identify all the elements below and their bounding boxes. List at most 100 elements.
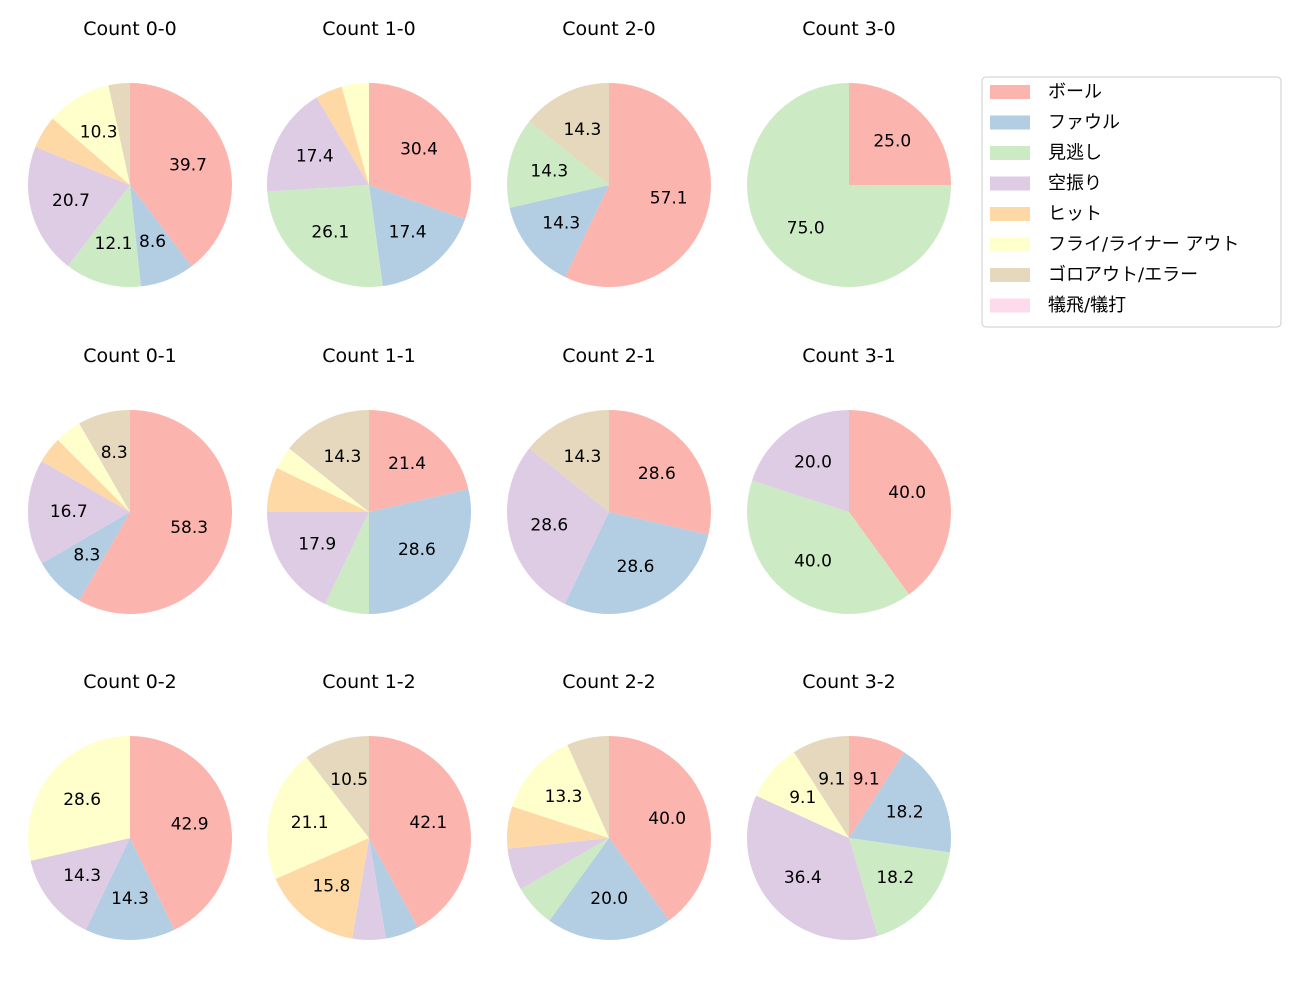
pie-slice (529, 83, 609, 185)
pie-slice (609, 410, 711, 535)
legend-swatch (990, 176, 1030, 191)
pie-slice (849, 838, 950, 936)
pie-slice (849, 83, 951, 185)
slice-label: 40.0 (888, 483, 926, 503)
slice-label: 9.1 (789, 788, 816, 808)
pie-title: Count 1-2 (322, 671, 416, 693)
pie-count-0-0: Count 0-0 39.7 8.6 12.1 20.7 10.3 (27, 18, 233, 287)
pie-slice (529, 410, 609, 512)
pie-title: Count 1-0 (322, 18, 416, 40)
slice-label: 26.1 (311, 222, 349, 242)
slice-label: 14.3 (323, 447, 361, 467)
pie-slice (549, 838, 670, 940)
pie-slice (369, 489, 471, 614)
legend-label: ゴロアウト/エラー (1048, 265, 1198, 286)
slice-label: 14.3 (63, 866, 101, 886)
pie-title: Count 0-1 (83, 345, 177, 367)
pie-slice (747, 83, 951, 287)
legend-frame (981, 76, 1282, 328)
slice-label: 28.6 (63, 790, 101, 810)
legend-swatch (990, 237, 1030, 252)
slice-label: 40.0 (794, 552, 832, 572)
legend-swatch (990, 207, 1030, 221)
pie-count-1-2: Count 1-2 42.1 15.8 21.1 10.5 (267, 671, 472, 940)
slice-label: 15.8 (312, 876, 350, 896)
slice-label: 17.4 (389, 222, 427, 242)
slice-label: 30.4 (400, 140, 438, 160)
slice-label: 28.6 (617, 557, 655, 577)
pie-count-2-0: Count 2-0 57.1 14.3 14.3 14.3 (507, 18, 711, 287)
slice-label: 8.3 (73, 545, 100, 565)
pie-slice (849, 736, 905, 838)
pie-slice (564, 83, 711, 287)
pie-count-0-2: Count 0-2 42.9 14.3 14.3 28.6 (27, 671, 233, 940)
slice-label: 36.4 (784, 868, 822, 888)
slice-label: 20.0 (794, 452, 832, 472)
pie-slice (30, 838, 130, 930)
pie-slice (275, 838, 369, 939)
pie-slice (793, 736, 849, 838)
slice-label: 13.3 (545, 787, 583, 807)
pie-slice (509, 185, 609, 278)
pie-slice (306, 736, 369, 838)
pie-slice (267, 185, 383, 287)
pie-title: Count 3-0 (802, 18, 896, 40)
pie-slice (67, 185, 141, 287)
pie-slice (512, 744, 609, 838)
slice-label: 17.9 (298, 535, 336, 555)
pie-slice (369, 410, 469, 512)
legend-swatch (990, 298, 1030, 313)
pie-slice (567, 736, 609, 838)
pie-count-1-1: Count 1-1 21.4 28.6 17.9 14.3 (267, 345, 471, 614)
pie-slice (27, 146, 130, 266)
pie-slice (130, 736, 233, 930)
pie-slice (520, 838, 609, 921)
pie-slice (41, 439, 130, 512)
pie-slice (849, 752, 951, 853)
pie-slice (507, 806, 609, 849)
slice-label: 42.9 (171, 814, 209, 834)
legend-swatch (990, 115, 1030, 130)
slice-label: 9.1 (853, 769, 880, 789)
slice-label: 28.6 (638, 464, 676, 484)
pie-slice (108, 83, 130, 185)
pie-slice (756, 752, 849, 838)
slice-label: 28.6 (398, 540, 436, 560)
pie-slice (369, 83, 471, 220)
slice-label: 57.1 (650, 189, 688, 209)
slice-label: 21.4 (388, 454, 426, 474)
slice-label: 14.3 (563, 120, 601, 140)
pie-slice (79, 410, 232, 614)
pie-count-3-0: Count 3-0 25.0 75.0 (747, 18, 951, 287)
pie-count-1-0: Count 1-0 30.4 17.4 26.1 17.4 (267, 18, 471, 287)
pie-slice (609, 736, 712, 921)
pie-slice (747, 795, 878, 940)
pie-title: Count 2-0 (562, 18, 656, 40)
pie-slice (369, 736, 472, 928)
pie-slice (130, 83, 233, 267)
legend-label: ファウル (1048, 112, 1120, 133)
pie-slice (79, 410, 130, 512)
legend-swatch (990, 85, 1030, 99)
pie-slice (849, 410, 951, 595)
pie-slice (267, 97, 369, 192)
pie-slice (267, 512, 369, 605)
pie-slice (267, 757, 369, 879)
pie-slice (324, 512, 369, 614)
pie-slice (507, 838, 609, 890)
pie-slice (276, 448, 369, 512)
pie-title: Count 0-2 (83, 671, 177, 693)
slice-label: 28.6 (530, 516, 568, 536)
legend-label: 見逃し (1048, 143, 1102, 164)
pie-slice (41, 512, 131, 601)
slice-label: 25.0 (873, 132, 911, 152)
pie-slice (52, 85, 131, 185)
pie-count-2-2: Count 2-2 40.0 20.0 13.3 (507, 671, 712, 940)
slice-label: 10.5 (330, 770, 368, 790)
slice-label: 14.3 (564, 447, 602, 467)
legend-label: 犠飛/犠打 (1048, 295, 1126, 316)
pie-slice (130, 185, 192, 287)
slice-label: 17.4 (296, 147, 334, 167)
slice-label: 18.2 (876, 868, 914, 888)
